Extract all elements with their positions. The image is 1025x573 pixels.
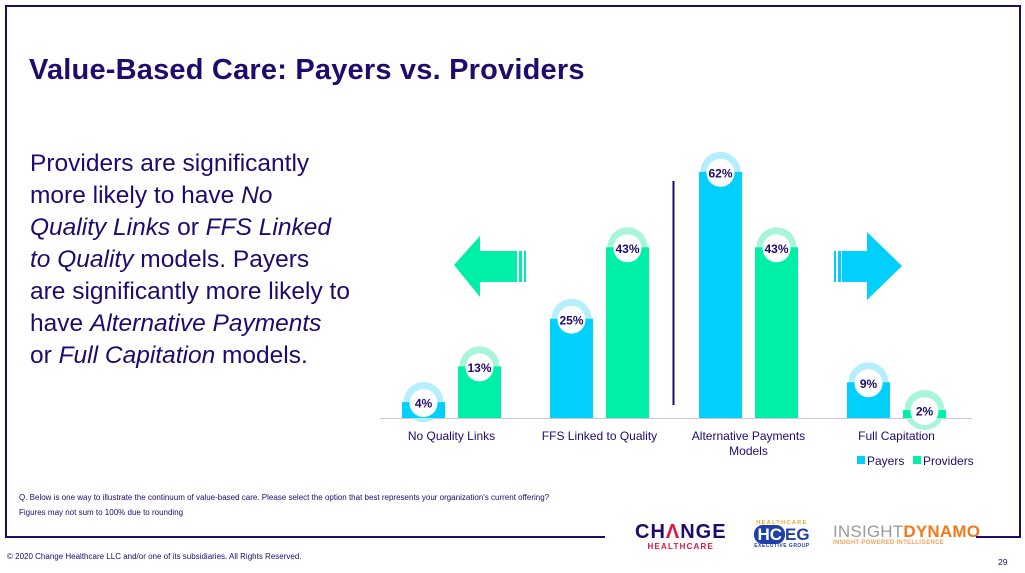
logo-text: CH <box>635 521 666 543</box>
data-label: 25% <box>559 313 583 327</box>
value-label-background <box>706 158 735 187</box>
slide-frame-top <box>5 5 1021 7</box>
body-text-segment: models. Payers are significantly more li… <box>30 246 350 337</box>
category-label: FFS Linked to Quality <box>542 429 657 443</box>
legend-swatch-payers <box>857 456 865 464</box>
copyright-text: © 2020 Change Healthcare LLC and/or one … <box>7 552 302 561</box>
logo-text: HEALTHCARE <box>756 520 808 526</box>
logo-text: EXECUTIVE GROUP <box>754 543 810 549</box>
insight-dynamo-logo: INSIGHTDYNAMO INSIGHT-POWERED INTELLIGEN… <box>833 523 980 546</box>
slide-frame-bottom <box>5 536 605 538</box>
right-arrow-icon <box>842 232 902 300</box>
bar-payers <box>699 171 742 418</box>
category-label: Alternative Payments <box>692 429 805 443</box>
value-label-background <box>409 389 438 418</box>
logo-text: HC <box>754 525 785 544</box>
page-number: 29 <box>998 557 1008 567</box>
logo-text: DYNAMO <box>903 522 981 541</box>
data-label: 43% <box>764 242 788 256</box>
bar-providers <box>606 247 649 418</box>
body-text-segment: or <box>170 214 206 241</box>
data-label: 9% <box>860 377 878 391</box>
data-label: 2% <box>916 405 934 419</box>
logo-text: EG <box>785 525 810 544</box>
body-text-segment: models. <box>215 342 308 369</box>
right-arrow-stripe <box>834 251 836 282</box>
logo-text: HEALTHCARE <box>647 542 715 551</box>
legend-label-providers: Providers <box>923 454 974 468</box>
slide-frame-right <box>1019 5 1021 538</box>
value-label-background <box>557 305 586 334</box>
value-label-background <box>854 369 883 398</box>
data-label: 13% <box>467 361 491 375</box>
body-text-segment: Providers are significantly more likely … <box>30 150 310 209</box>
emphasis-text: No Quality Links <box>30 182 273 241</box>
rounding-footnote: Figures may not sum to 100% due to round… <box>19 508 184 517</box>
data-label: 62% <box>708 166 732 180</box>
left-arrow-stripe <box>519 251 522 282</box>
survey-question-footnote: Q. Below is one way to illustrate the co… <box>19 493 550 502</box>
bar-providers <box>755 247 798 418</box>
change-healthcare-logo: CHΛNGE HEALTHCARE <box>635 522 727 551</box>
category-label: No Quality Links <box>408 429 495 443</box>
body-text-segment: or <box>30 342 59 369</box>
slide-frame-bottom-right <box>976 536 1021 538</box>
slide-title: Value-Based Care: Payers vs. Providers <box>29 54 585 86</box>
logo-text: INSIGHT-POWERED INTELLIGENCE <box>833 540 945 546</box>
summary-text: Providers are significantly more likely … <box>30 148 350 372</box>
logo-text: INSIGHT <box>833 522 904 541</box>
emphasis-text: FFS Linked to Quality <box>30 214 331 273</box>
value-label-background <box>465 353 494 382</box>
category-label: Models <box>729 444 768 458</box>
logo-text: NGE <box>680 521 727 543</box>
left-arrow-stripe <box>524 251 526 282</box>
hceg-logo: HEALTHCARE HC EG EXECUTIVE GROUP <box>749 520 815 549</box>
value-label-background <box>613 234 642 263</box>
left-arrow-icon <box>454 236 517 297</box>
legend-label-payers: Payers <box>867 454 904 468</box>
bar-payers <box>550 318 593 418</box>
slide-frame-left <box>5 5 7 538</box>
value-label-background <box>762 234 791 263</box>
emphasis-text: Alternative Payments <box>89 310 322 337</box>
legend-swatch-providers <box>913 456 921 464</box>
logo-text: Λ <box>665 521 681 543</box>
emphasis-text: Full Capitation <box>58 342 216 369</box>
right-arrow-stripe <box>838 251 841 282</box>
data-label: 43% <box>615 242 639 256</box>
data-label: 4% <box>415 397 433 411</box>
value-label-background <box>910 397 939 426</box>
category-label: Full Capitation <box>858 429 935 443</box>
